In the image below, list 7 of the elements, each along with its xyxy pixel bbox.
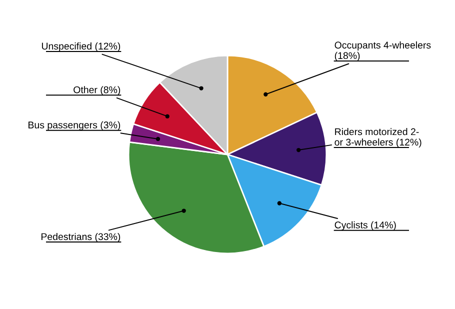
slice-label: Occupants 4-wheelers (18%) — [334, 41, 431, 61]
slice-label: Unspecified (12%) — [42, 42, 120, 52]
slice-label: Other (8%) — [74, 86, 120, 96]
slice-label: Cyclists (14%) — [334, 221, 396, 230]
slice-label: Pedestrians (33%) — [42, 232, 120, 242]
slice-label: Riders motorized 2- or 3-wheelers (12%) — [334, 128, 422, 148]
slice-label: Bus passengers (3%) — [28, 121, 120, 130]
